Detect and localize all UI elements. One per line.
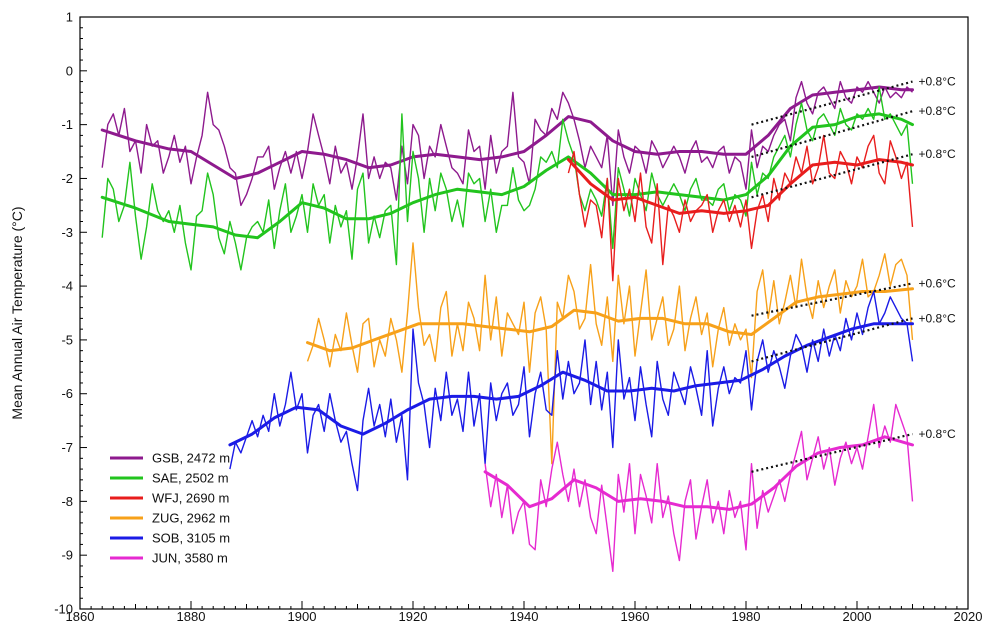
- annual-line-jun: [484, 403, 914, 572]
- axes-layer: 1860 1880 1900 1920 1940 1960 1980 2000 2020 1 0 -1…: [54, 10, 983, 625]
- series-wfj: [566, 134, 914, 282]
- y-tick-label: -10: [54, 602, 73, 617]
- trend-layer: +0.8°C +0.8°C +0.8°C +0.6°C +0.8°C +0.8°C: [751, 75, 956, 473]
- legend-label: SAE, 2502 m: [152, 471, 229, 486]
- trend-label-zug: +0.6°C: [919, 276, 956, 290]
- trend-label-jun: +0.8°C: [919, 427, 956, 441]
- trend-line-zug: [751, 282, 913, 317]
- y-tick-label: -3: [61, 225, 73, 240]
- y-tick-label: -7: [61, 440, 73, 455]
- smoothed-line-jun: [483, 435, 914, 511]
- legend-label: JUN, 3580 m: [152, 551, 228, 566]
- legend-label: GSB, 2472 m: [152, 451, 230, 466]
- x-tick-label: 1940: [510, 609, 539, 621]
- x-tick-label: 1960: [621, 609, 650, 621]
- legend-label: SOB, 3105 m: [152, 531, 230, 546]
- legend-item-gsb: GSB, 2472 m: [110, 451, 230, 466]
- trend-label-sob: +0.8°C: [919, 311, 956, 325]
- legend-item-wfj: WFJ, 2690 m: [110, 491, 229, 506]
- smoothed-line-wfj: [566, 158, 914, 215]
- y-tick-label: -6: [61, 386, 73, 401]
- x-tick-label: 2000: [843, 609, 872, 621]
- smoothed-line-sob: [228, 322, 914, 447]
- series-zug: [306, 242, 914, 465]
- y-axis-label: Mean Annual Air Temperature (°C): [9, 206, 25, 419]
- x-tick-label: 1920: [399, 609, 428, 621]
- y-tick-label: -1: [61, 117, 73, 132]
- x-tick-label: 2020: [954, 609, 983, 621]
- y-tick-label: -5: [61, 332, 73, 347]
- y-tick-label: 1: [66, 10, 73, 25]
- y-tick-label: -9: [61, 548, 73, 563]
- legend-label: ZUG, 2962 m: [152, 511, 230, 526]
- y-tick-label: 0: [66, 63, 73, 78]
- series-gsb: [100, 80, 914, 207]
- trend-label-wfj: +0.8°C: [919, 147, 956, 161]
- x-tick-label: 1880: [177, 609, 206, 621]
- series-sob: [228, 290, 914, 492]
- annual-line-gsb: [101, 80, 913, 207]
- trend-label-sae: +0.8°C: [919, 104, 956, 118]
- legend-item-jun: JUN, 3580 m: [110, 551, 228, 566]
- x-tick-label: 1860: [66, 609, 95, 621]
- annual-line-zug: [306, 242, 914, 465]
- x-tick-label: 1900: [288, 609, 317, 621]
- legend-label: WFJ, 2690 m: [152, 491, 229, 506]
- trend-label-gsb: +0.8°C: [919, 75, 956, 89]
- smoothed-line-gsb: [100, 85, 914, 180]
- legend-item-zug: ZUG, 2962 m: [110, 511, 230, 526]
- annual-line-sob: [229, 290, 914, 492]
- y-tick-label: -4: [61, 279, 73, 294]
- legend-item-sob: SOB, 3105 m: [110, 531, 230, 546]
- legend-item-sae: SAE, 2502 m: [110, 471, 229, 486]
- y-tick-label: -8: [61, 494, 73, 509]
- series-jun: [483, 403, 914, 572]
- smoothed-line-zug: [306, 287, 914, 353]
- y-tick-label: -2: [61, 171, 73, 186]
- legend: GSB, 2472 m SAE, 2502 m WFJ, 2690 m ZUG, 29…: [110, 451, 230, 566]
- x-tick-label: 1980: [732, 609, 761, 621]
- series-layer: [100, 80, 914, 572]
